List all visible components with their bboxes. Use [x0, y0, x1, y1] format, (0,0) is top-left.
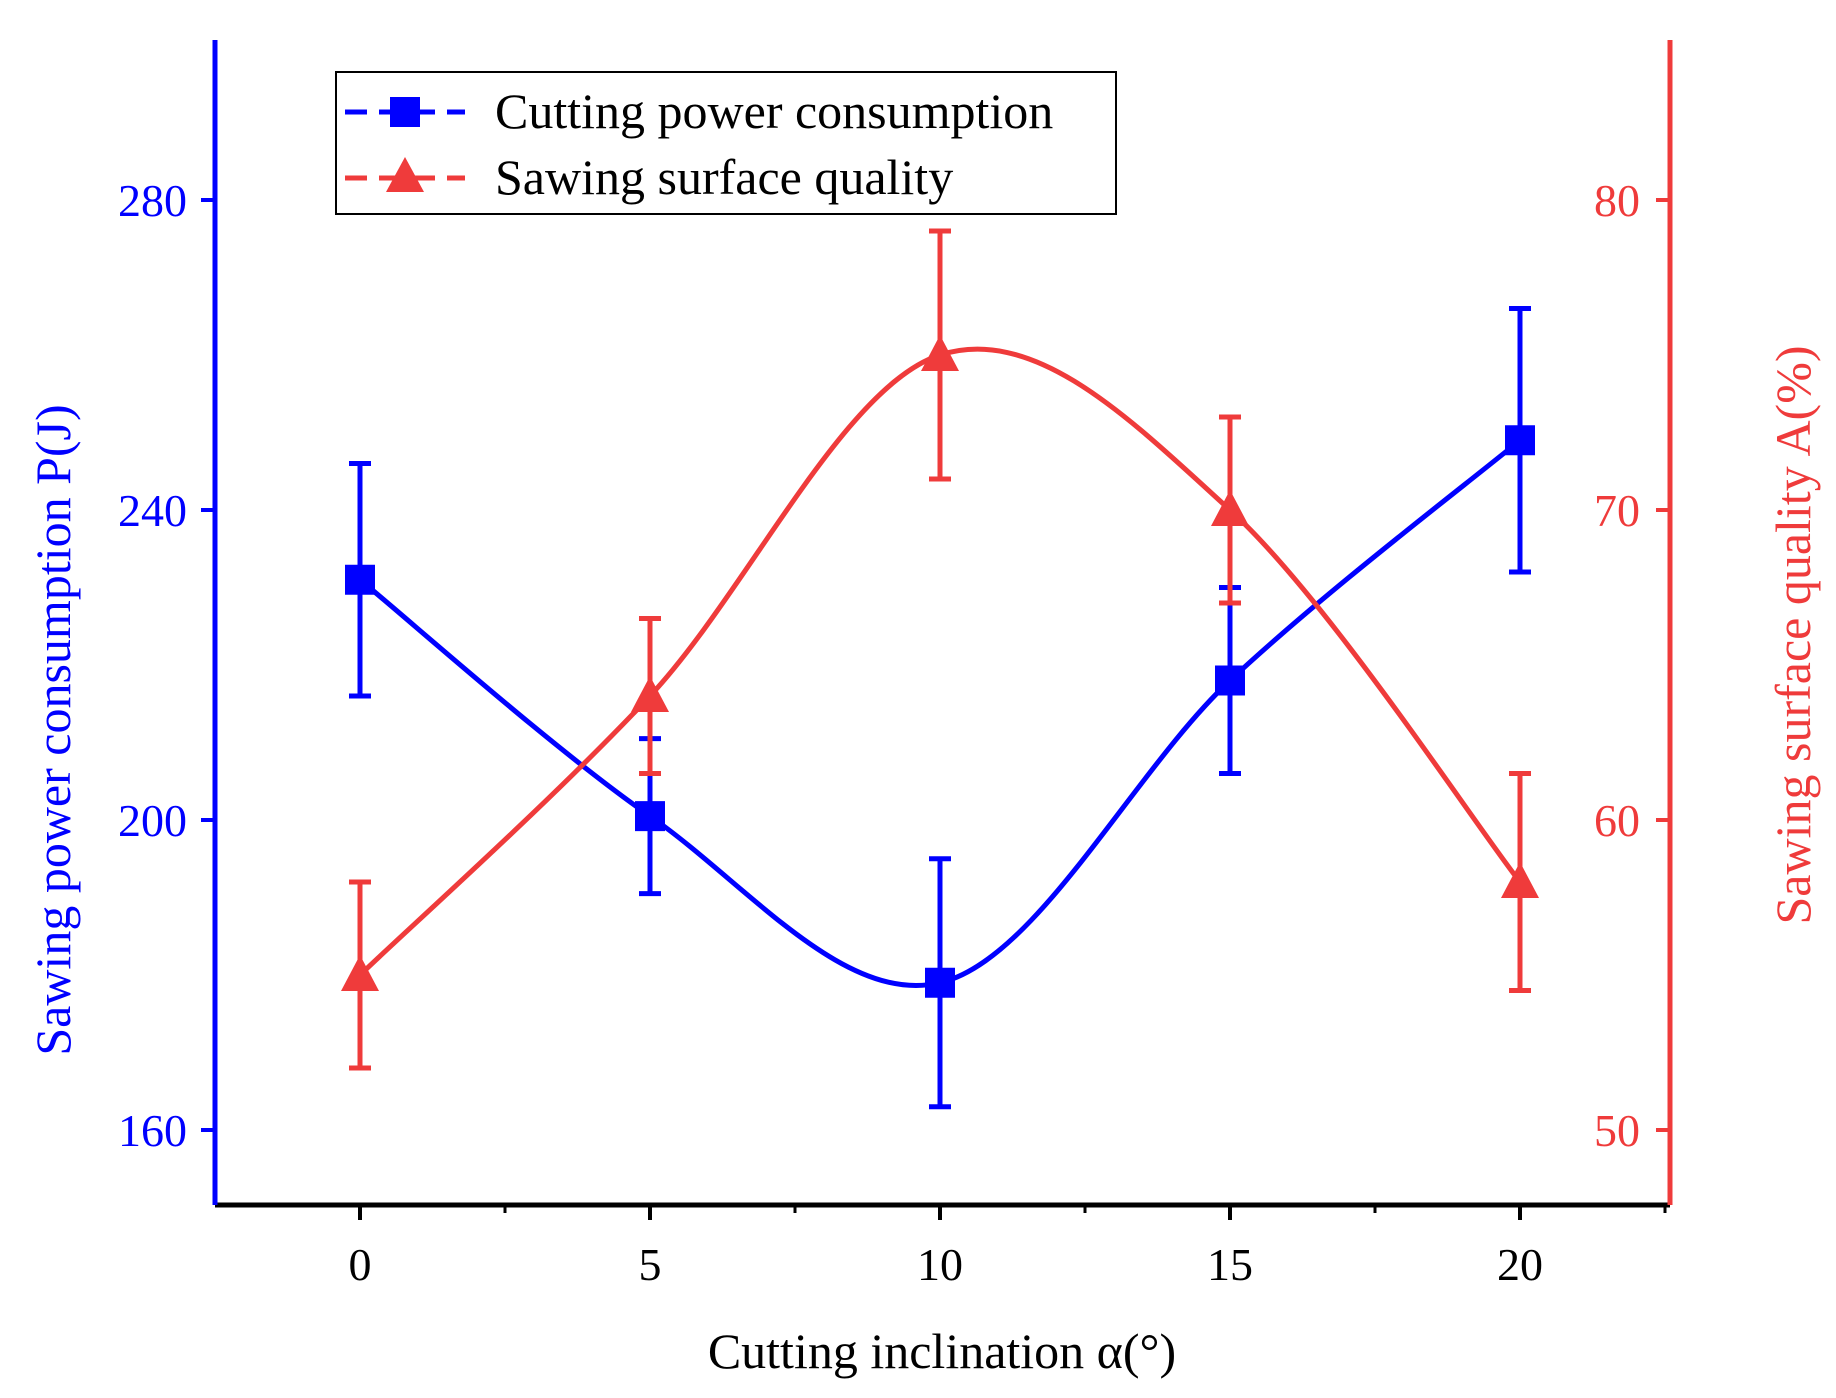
right-y-tick-label-1: 60	[1594, 795, 1640, 846]
data-point-triangle-3	[1211, 490, 1249, 526]
data-point-triangle-4	[1501, 862, 1539, 898]
x-tick-label-4: 20	[1497, 1239, 1543, 1290]
data-point-square-1	[635, 801, 665, 832]
plot-area	[341, 228, 1539, 1110]
legend-label-quality: Sawing surface quality	[495, 149, 953, 205]
legend-marker-triangle	[386, 157, 424, 192]
data-point-square-3	[1215, 665, 1245, 696]
x-tick-label-2: 10	[917, 1239, 963, 1290]
left-y-tick-label-3: 280	[118, 175, 187, 226]
left-y-axis-title: Sawing power consumption P(J)	[25, 404, 81, 1055]
right-y-tick-label-3: 80	[1594, 175, 1640, 226]
x-tick-label-3: 15	[1207, 1239, 1253, 1290]
data-point-triangle-2	[921, 335, 959, 371]
axes: 0 5 10 15 20 160 200 240 280 50 60 70 80	[118, 40, 1673, 1290]
x-axis-title: Cutting inclination α(°)	[708, 1323, 1176, 1379]
data-point-square-0	[345, 564, 375, 595]
legend-label-power: Cutting power consumption	[495, 83, 1053, 139]
legend: Cutting power consumption Sawing surface…	[335, 71, 1117, 215]
data-point-square-2	[925, 967, 955, 998]
x-tick-label-1: 5	[639, 1239, 662, 1290]
legend-box	[335, 71, 1117, 215]
right-y-tick-label-0: 50	[1594, 1105, 1640, 1156]
right-y-axis-title: Sawing surface quality A(%)	[1765, 345, 1821, 924]
data-point-square-4	[1505, 425, 1535, 456]
right-y-tick-label-2: 70	[1594, 485, 1640, 536]
data-point-triangle-1	[631, 676, 669, 712]
data-point-triangle-0	[341, 955, 379, 991]
x-tick-label-0: 0	[349, 1239, 372, 1290]
left-y-tick-label-0: 160	[118, 1105, 187, 1156]
left-y-tick-label-1: 200	[118, 795, 187, 846]
legend-marker-square	[390, 97, 420, 127]
left-y-tick-label-2: 240	[118, 485, 187, 536]
